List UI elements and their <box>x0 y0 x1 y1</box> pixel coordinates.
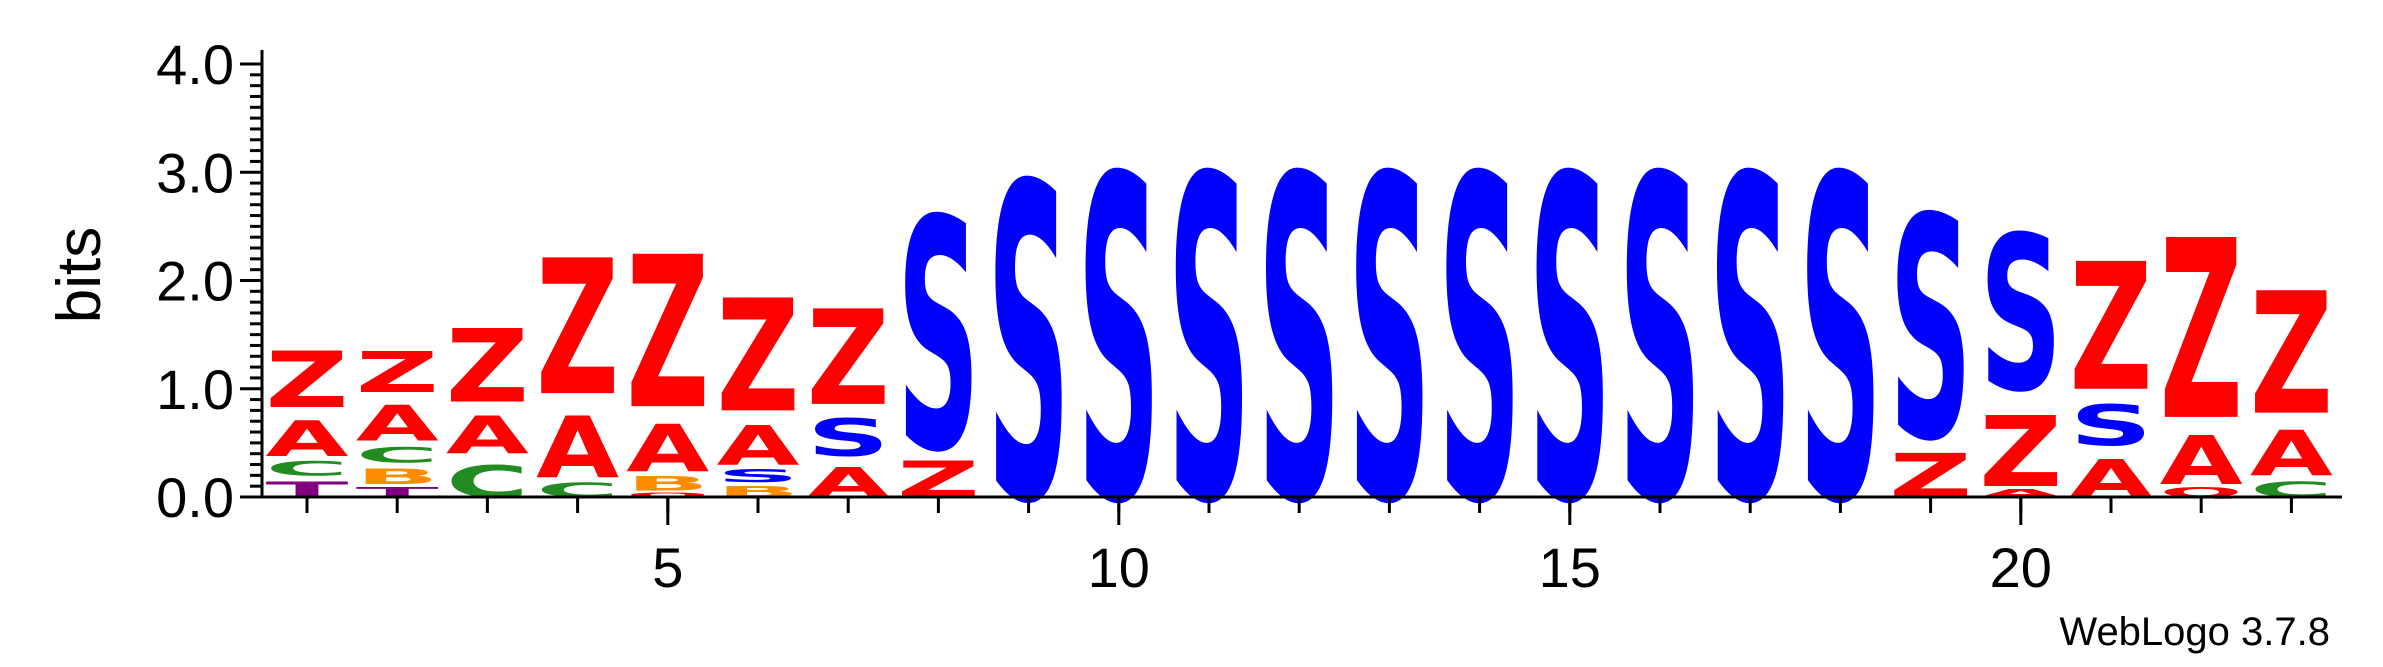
logo-letter-z-pos-4: Z <box>536 220 619 437</box>
logo-letter-z-pos-7: Z <box>807 282 890 435</box>
logo-letter-s-pos-9: S <box>987 96 1070 600</box>
svg-text:S: S <box>897 153 980 522</box>
logo-letter-c-pos-2: C <box>356 443 439 468</box>
chart-axes: 0.0 1.0 2.0 3.0 4.0 5 10 15 20 <box>156 33 2342 599</box>
svg-text:B: B <box>626 473 709 496</box>
logo-letter-s-pos-14: S <box>1438 87 1521 603</box>
logo-letter-a-pos-6: A <box>717 414 800 477</box>
svg-text:Z: Z <box>266 335 349 426</box>
y-tick-label: 3.0 <box>156 141 234 204</box>
svg-text:Q: Q <box>626 491 709 499</box>
x-tick-label: 10 <box>1088 536 1150 599</box>
x-tick-label: 20 <box>1990 536 2052 599</box>
svg-text:Z: Z <box>717 268 800 447</box>
svg-text:S: S <box>1077 87 1160 603</box>
svg-text:A: A <box>2250 418 2333 491</box>
logo-letter-s-pos-19: S <box>1889 153 1972 509</box>
svg-text:A: A <box>717 414 800 477</box>
logo-letter-s-pos-13: S <box>1348 87 1431 603</box>
svg-text:S: S <box>1979 192 2062 440</box>
svg-text:S: S <box>717 466 800 486</box>
logo-letter-a-pos-2: A <box>356 396 440 453</box>
svg-text:S: S <box>1348 87 1431 603</box>
logo-letter-z-pos-1: Z <box>266 335 349 426</box>
svg-text:B: B <box>356 464 439 489</box>
svg-text:Z: Z <box>2070 228 2153 431</box>
logo-letter-s-pos-21: S <box>2070 393 2153 459</box>
logo-letter-s-pos-6: S <box>717 466 800 486</box>
svg-text:A: A <box>626 411 709 487</box>
logo-letter-z-pos-20: Z <box>1979 397 2062 510</box>
logo-letter-c-pos-1: C <box>266 458 349 481</box>
svg-text:Z: Z <box>356 340 439 406</box>
logo-letter-z-pos-22: Z <box>2160 189 2243 476</box>
x-tick-label: 5 <box>652 536 683 599</box>
svg-text:S: S <box>2070 393 2153 459</box>
logo-letter-b-pos-2: B <box>356 464 439 489</box>
weblogo-credit: WebLogo 3.7.8 <box>2059 610 2330 654</box>
logo-letter-s-pos-7: S <box>807 409 890 469</box>
svg-text:A: A <box>2160 422 2244 500</box>
svg-text:Z: Z <box>626 213 709 456</box>
svg-text:A: A <box>536 399 619 498</box>
svg-text:C: C <box>356 443 439 468</box>
logo-letter-z-pos-5: Z <box>626 213 709 456</box>
logo-letter-s-pos-20: S <box>1979 192 2062 440</box>
svg-text:S: S <box>1799 87 1882 603</box>
logo-letter-z-pos-23: Z <box>2250 258 2333 453</box>
logo-letter-a-pos-22: A <box>2160 422 2244 500</box>
logo-letter-s-pos-8: S <box>897 153 980 522</box>
svg-text:S: S <box>1619 87 1702 603</box>
y-tick-label: 4.0 <box>156 33 234 96</box>
logo-letter-b-pos-5: B <box>626 473 709 496</box>
logo-letter-z-pos-6: Z <box>717 268 800 447</box>
svg-text:Z: Z <box>536 220 619 437</box>
y-axis-label: bits <box>45 227 114 323</box>
svg-text:Z: Z <box>2250 258 2333 453</box>
logo-letter-z-pos-2: Z <box>356 340 439 406</box>
logo-letter-s-pos-12: S <box>1258 87 1341 603</box>
svg-text:S: S <box>987 96 1070 600</box>
svg-text:S: S <box>1258 87 1341 603</box>
svg-text:S: S <box>1889 153 1972 509</box>
svg-text:S: S <box>807 409 890 469</box>
logo-letter-s-pos-15: S <box>1528 87 1611 603</box>
svg-text:S: S <box>1709 87 1792 603</box>
logo-letter-s-pos-10: S <box>1077 87 1160 603</box>
logo-letter-a-pos-4: A <box>536 399 619 498</box>
logo-letter-a-pos-23: A <box>2250 418 2333 491</box>
logo-letter-s-pos-11: S <box>1168 87 1251 603</box>
svg-text:A: A <box>356 396 440 453</box>
y-tick-label: 2.0 <box>156 250 234 313</box>
y-tick-label: 1.0 <box>156 358 234 421</box>
x-tick-label: 15 <box>1539 536 1601 599</box>
logo-letter-a-pos-3: A <box>446 406 530 466</box>
logo-letter-a-pos-1: A <box>266 411 350 468</box>
logo-letter-q-pos-5: Q <box>626 491 709 499</box>
svg-text:Z: Z <box>1979 397 2062 510</box>
logo-letter-a-pos-5: A <box>626 411 709 487</box>
svg-text:Z: Z <box>446 308 529 426</box>
svg-text:Z: Z <box>807 282 890 435</box>
svg-text:S: S <box>1438 87 1521 603</box>
svg-text:S: S <box>1168 87 1251 603</box>
logo-letter-s-pos-16: S <box>1619 87 1702 603</box>
logo-letter-s-pos-17: S <box>1709 87 1792 603</box>
svg-text:C: C <box>266 458 349 481</box>
svg-text:S: S <box>1528 87 1611 603</box>
svg-text:A: A <box>266 411 350 468</box>
logo-letter-s-pos-18: S <box>1799 87 1882 603</box>
svg-text:Z: Z <box>2160 189 2243 476</box>
logo-letter-z-pos-21: Z <box>2070 228 2153 431</box>
svg-text:A: A <box>446 406 530 466</box>
logo-letter-z-pos-3: Z <box>446 308 529 426</box>
y-tick-label: 0.0 <box>156 466 234 529</box>
